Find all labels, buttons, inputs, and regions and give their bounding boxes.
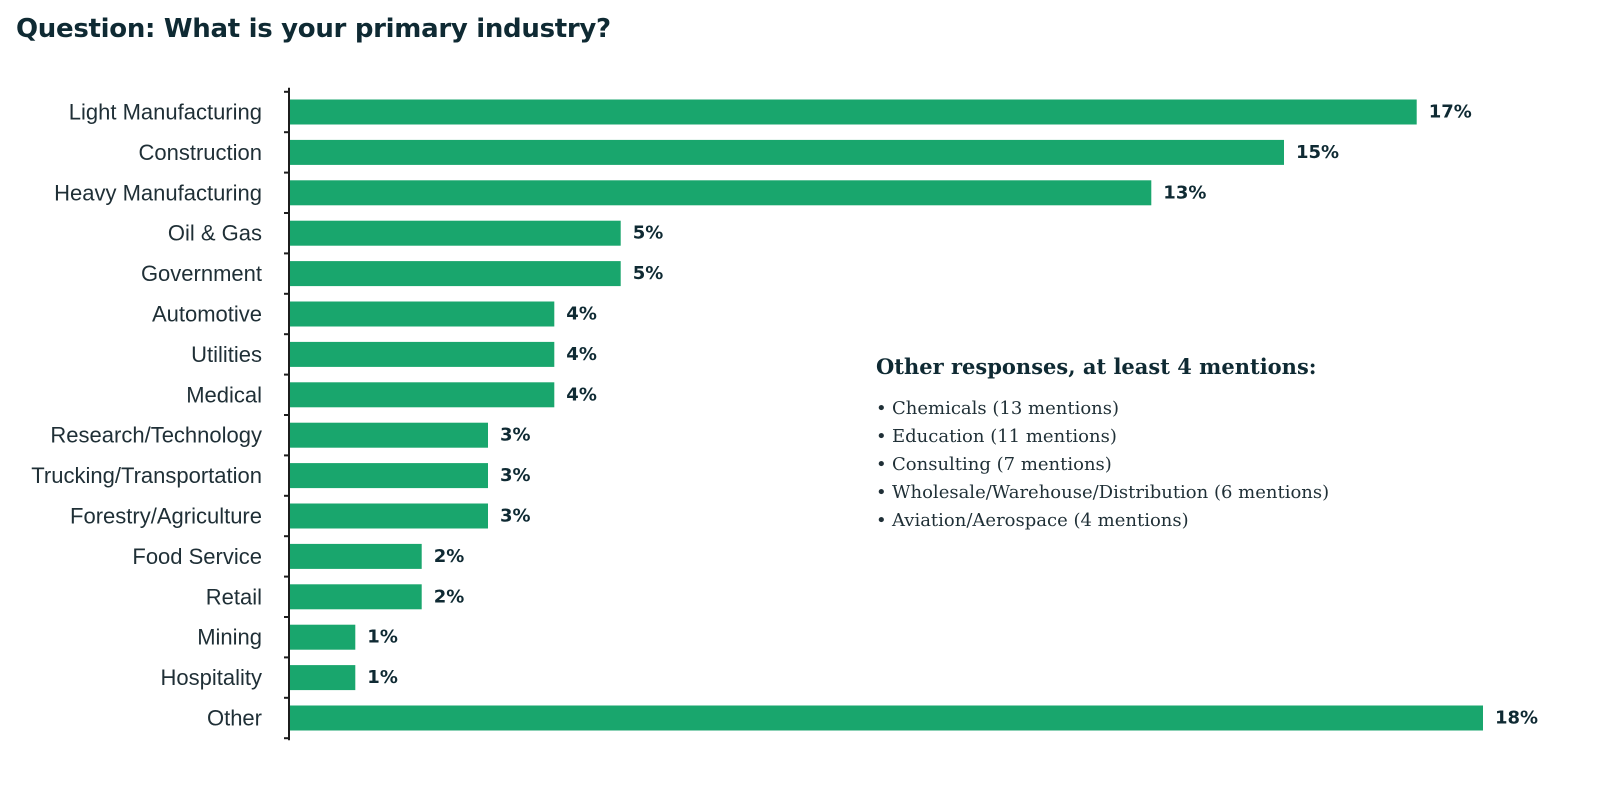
value-label: 3% [500, 465, 531, 486]
value-label: 3% [500, 425, 531, 446]
list-item: • Consulting (7 mentions) [876, 451, 1329, 479]
bar [289, 220, 621, 246]
bar [289, 301, 555, 327]
category-label: Government [141, 261, 262, 286]
list-item: • Chemicals (13 mentions) [876, 395, 1329, 423]
value-label: 2% [434, 546, 465, 567]
other-responses-list: • Chemicals (13 mentions) • Education (11 … [876, 395, 1329, 535]
bars-group [289, 99, 1483, 731]
value-labels-group: 17% 15% 13% 5% 5% 4% 4% 4% 3% 3% 3% 2% 2% 1% 1% 18% [367, 102, 1538, 729]
bar [289, 463, 488, 489]
category-label: Retail [206, 584, 262, 609]
bar [289, 624, 356, 650]
category-label: Trucking/Transportation [31, 463, 262, 488]
bar [289, 180, 1152, 206]
bar [289, 422, 488, 448]
list-item-text: Education (11 mentions) [892, 426, 1117, 447]
category-label: Medical [186, 382, 262, 407]
category-label: Construction [138, 140, 262, 165]
bullet-icon: • [876, 398, 887, 419]
other-responses-panel: Other responses, at least 4 mentions: • C… [876, 354, 1329, 535]
bar [289, 543, 422, 569]
list-item: • Education (11 mentions) [876, 423, 1329, 451]
value-label: 3% [500, 506, 531, 527]
bar [289, 139, 1284, 165]
bar [289, 382, 555, 408]
value-label: 17% [1429, 102, 1472, 123]
bar [289, 584, 422, 610]
list-item: • Aviation/Aerospace (4 mentions) [876, 507, 1329, 535]
value-label: 1% [367, 667, 398, 688]
bar [289, 261, 621, 287]
bullet-icon: • [876, 454, 887, 475]
category-label: Mining [197, 625, 262, 650]
value-label: 5% [633, 263, 664, 284]
list-item-text: Aviation/Aerospace (4 mentions) [892, 510, 1189, 531]
list-item-text: Wholesale/Warehouse/Distribution (6 ment… [892, 482, 1330, 503]
bar [289, 341, 555, 367]
bar [289, 99, 1417, 125]
category-label: Oil & Gas [168, 221, 262, 246]
value-label: 18% [1495, 708, 1538, 729]
axis-group [284, 87, 290, 741]
category-label: Other [207, 706, 262, 731]
category-label: Hospitality [161, 665, 262, 690]
category-label: Utilities [191, 342, 262, 367]
value-label: 5% [633, 223, 664, 244]
value-label: 2% [434, 586, 465, 607]
category-label: Forestry/Agriculture [70, 504, 262, 529]
category-label: Food Service [132, 544, 262, 569]
bullet-icon: • [876, 426, 887, 447]
category-label: Research/Technology [50, 423, 262, 448]
other-responses-heading: Other responses, at least 4 mentions: [876, 354, 1317, 379]
category-label: Light Manufacturing [69, 100, 262, 125]
bar [289, 705, 1483, 731]
bar [289, 665, 356, 691]
value-label: 1% [367, 627, 398, 648]
chart-title: Question: What is your primary industry? [16, 14, 611, 44]
value-label: 13% [1163, 182, 1206, 203]
bar [289, 503, 488, 529]
value-label: 4% [566, 384, 597, 405]
list-item-text: Consulting (7 mentions) [892, 454, 1112, 475]
bullet-icon: • [876, 482, 887, 503]
category-labels-group: Light Manufacturing Construction Heavy Man… [31, 100, 262, 731]
value-label: 15% [1296, 142, 1339, 163]
category-label: Automotive [152, 302, 262, 327]
category-label: Heavy Manufacturing [54, 180, 262, 205]
value-label: 4% [566, 304, 597, 325]
value-label: 4% [566, 344, 597, 365]
list-item-text: Chemicals (13 mentions) [892, 398, 1120, 419]
bullet-icon: • [876, 510, 887, 531]
list-item: • Wholesale/Warehouse/Distribution (6 men… [876, 479, 1329, 507]
